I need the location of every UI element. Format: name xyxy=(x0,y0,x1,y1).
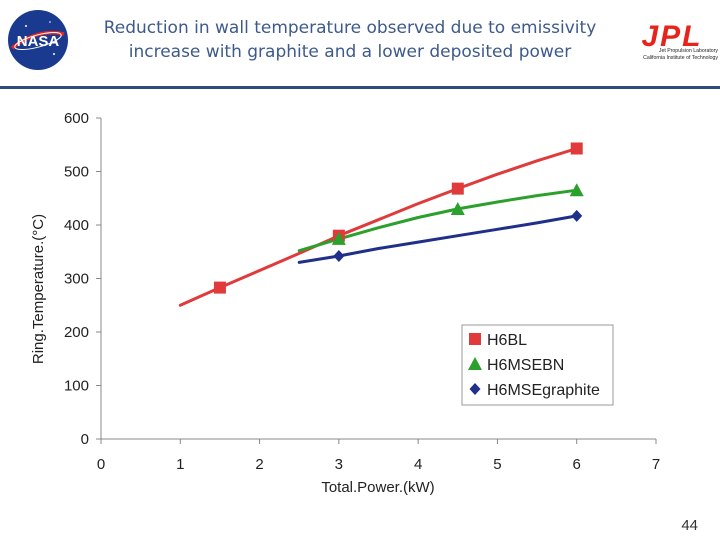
y-tick-label: 100 xyxy=(64,378,89,395)
jpl-caption: Jet Propulsion Laboratory California Ins… xyxy=(626,48,718,62)
y-axis-label: Ring.Temperature.(°C) xyxy=(30,214,47,364)
x-tick-label: 3 xyxy=(335,456,343,473)
x-tick-label: 6 xyxy=(573,456,581,473)
nasa-logo: NASA xyxy=(8,10,68,70)
page-number: 44 xyxy=(681,517,698,534)
x-tick-label: 7 xyxy=(652,456,660,473)
x-tick-label: 5 xyxy=(493,456,501,473)
header-rule xyxy=(0,86,720,89)
series-line-h6msebn xyxy=(297,188,579,253)
chart-ticks: 0 100 200 300 400 500 600 0 1 2 3 4 5 6 7 xyxy=(64,110,660,473)
data-point-h6msegraphite xyxy=(333,250,345,263)
data-point-h6msebn xyxy=(331,231,346,245)
legend-box xyxy=(461,324,614,406)
y-tick-label: 300 xyxy=(64,271,89,288)
x-tick-label: 4 xyxy=(414,456,422,473)
x-axis-label: Total.Power.(kW) xyxy=(321,479,434,496)
y-tick-label: 500 xyxy=(64,164,89,181)
legend-marker xyxy=(469,333,481,345)
data-point-h6bl xyxy=(213,281,226,294)
series-line-h6msegraphite xyxy=(297,214,579,264)
slide-title: Reduction in wall temperature observed d… xyxy=(98,16,602,64)
jpl-caption-line-2: California Institute of Technology xyxy=(643,55,718,61)
legend-label: H6BL xyxy=(487,332,527,349)
data-point-h6bl xyxy=(451,182,464,195)
chart-legend: H6BL H6MSEBN H6MSEgraphite xyxy=(461,324,614,406)
legend-marker xyxy=(468,357,482,370)
y-tick-label: 600 xyxy=(64,110,89,127)
series-line-h6bl xyxy=(178,147,579,307)
nasa-logo-text: NASA xyxy=(17,33,60,50)
y-tick-label: 400 xyxy=(64,217,89,234)
data-point-h6bl xyxy=(570,142,583,155)
x-tick-label: 2 xyxy=(255,456,263,473)
title-line-2: increase with graphite and a lower depos… xyxy=(128,42,572,62)
x-tick-label: 1 xyxy=(176,456,184,473)
y-tick-label: 0 xyxy=(81,431,89,448)
jpl-logo-text: JPL xyxy=(641,20,702,53)
slide-header: NASA Reduction in wall temperature obser… xyxy=(0,0,720,92)
jpl-caption-line-1: Jet Propulsion Laboratory xyxy=(658,48,718,54)
legend-label: H6MSEBN xyxy=(487,357,564,374)
legend-label: H6MSEgraphite xyxy=(487,382,600,399)
y-tick-label: 200 xyxy=(64,324,89,341)
data-point-h6msebn xyxy=(450,201,465,215)
series-markers xyxy=(213,142,584,294)
x-tick-label: 0 xyxy=(97,456,105,473)
data-point-h6msegraphite xyxy=(571,209,583,222)
jpl-logo: JPL xyxy=(641,20,702,53)
series-lines xyxy=(178,147,579,307)
title-line-1: Reduction in wall temperature observed d… xyxy=(103,18,597,38)
data-point-h6msebn xyxy=(569,183,584,197)
legend-marker xyxy=(469,383,481,395)
